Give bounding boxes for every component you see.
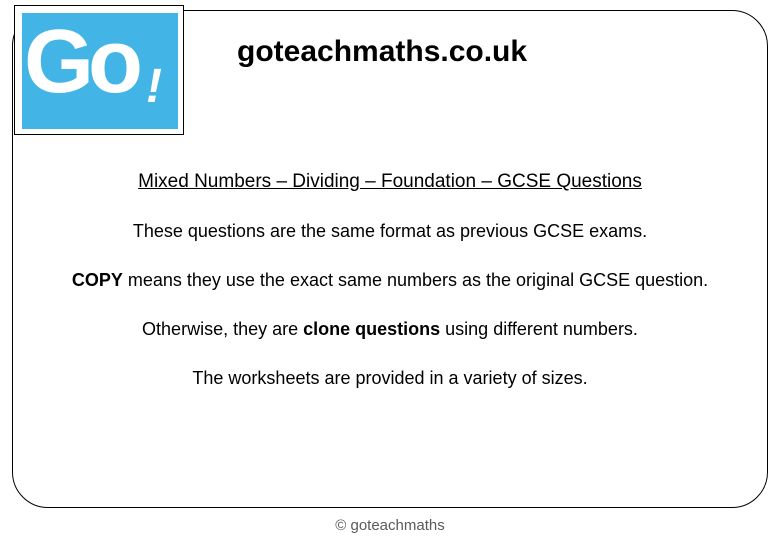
clone-post: using different numbers. (440, 319, 638, 339)
intro-line-1: These questions are the same format as p… (13, 221, 767, 242)
intro-line-2: COPY means they use the exact same numbe… (13, 270, 767, 291)
logo-inner: Go ! (22, 13, 178, 129)
logo-text-go: Go (24, 17, 137, 107)
copy-bold: COPY (72, 270, 123, 290)
logo-text-bang: ! (146, 63, 162, 111)
clone-bold: clone questions (303, 319, 440, 339)
content-block: Mixed Numbers – Dividing – Foundation – … (13, 171, 767, 417)
intro-line-4: The worksheets are provided in a variety… (13, 368, 767, 389)
page-title: Mixed Numbers – Dividing – Foundation – … (13, 171, 767, 193)
logo-box: Go ! (14, 5, 184, 135)
intro-line-3: Otherwise, they are clone questions usin… (13, 319, 767, 340)
footer-copyright: © goteachmaths (0, 517, 780, 534)
clone-pre: Otherwise, they are (142, 319, 303, 339)
header-url: goteachmaths.co.uk (237, 35, 527, 69)
copy-rest: means they use the exact same numbers as… (123, 270, 708, 290)
